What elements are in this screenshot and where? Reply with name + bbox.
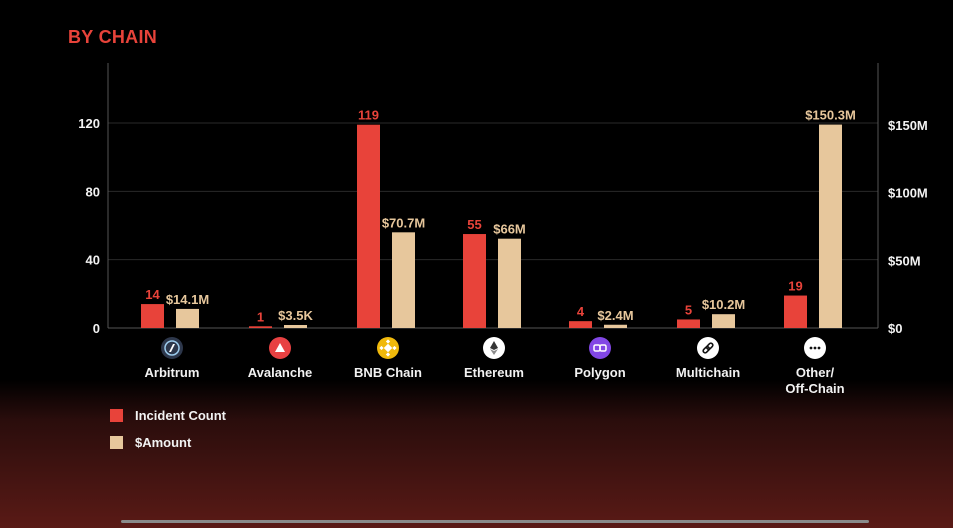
bar-amount[interactable] (498, 238, 521, 328)
right-tick-label: $50M (888, 253, 921, 268)
bar-incident-count[interactable] (784, 295, 807, 328)
avalanche-icon (269, 337, 291, 359)
category-label: Other/ (796, 365, 835, 380)
data-label-amount: $10.2M (702, 297, 745, 312)
bar-incident-count[interactable] (677, 319, 700, 328)
multichain-icon (697, 337, 719, 359)
data-label-amount: $66M (493, 222, 526, 237)
category-label: Arbitrum (145, 365, 200, 380)
data-label-count: 19 (788, 279, 802, 294)
bar-amount[interactable] (284, 325, 307, 328)
left-tick-label: 120 (78, 116, 100, 131)
bar-amount[interactable] (712, 314, 735, 328)
data-label-count: 14 (145, 287, 160, 302)
data-label-count: 55 (467, 217, 481, 232)
right-tick-label: $150M (888, 118, 928, 133)
data-label-amount: $3.5K (278, 308, 313, 323)
polygon-icon (589, 337, 611, 359)
data-label-amount: $14.1M (166, 292, 209, 307)
right-tick-label: $100M (888, 186, 928, 201)
legend-item-incident-count[interactable]: Incident Count (110, 402, 226, 429)
legend-item-amount[interactable]: $Amount (110, 429, 226, 456)
bar-amount[interactable] (819, 124, 842, 329)
legend-swatch-count (110, 409, 123, 422)
data-label-count: 1 (257, 309, 264, 324)
left-tick-label: 40 (86, 253, 100, 268)
category-label: Polygon (574, 365, 625, 380)
legend-label: Incident Count (135, 408, 226, 423)
bar-amount[interactable] (392, 232, 415, 328)
bar-incident-count[interactable] (357, 124, 380, 328)
bar-incident-count[interactable] (463, 234, 486, 328)
category-label: Avalanche (248, 365, 313, 380)
category-label: BNB Chain (354, 365, 422, 380)
legend-label: $Amount (135, 435, 192, 450)
category-label: Ethereum (464, 365, 524, 380)
bar-chart: 0 40 80 120 $0 $50M $100M $150M 14 $14.1M 1 $3.5K 11… (78, 63, 928, 396)
more-icon (804, 337, 826, 359)
legend: Incident Count $Amount (110, 402, 226, 456)
category-label: Off-Chain (785, 381, 844, 396)
ethereum-icon (483, 337, 505, 359)
data-label-count: 5 (685, 302, 692, 317)
data-label-amount: $70.7M (382, 215, 425, 230)
bar-incident-count[interactable] (569, 321, 592, 328)
left-tick-label: 0 (93, 321, 100, 336)
bar-amount[interactable] (176, 308, 199, 328)
right-tick-label: $0 (888, 321, 902, 336)
bar-incident-count[interactable] (141, 304, 164, 328)
bar-amount[interactable] (604, 324, 627, 328)
left-tick-label: 80 (86, 184, 100, 199)
arbitrum-icon (161, 337, 183, 359)
bnb-icon (377, 337, 399, 359)
category-label: Multichain (676, 365, 740, 380)
horizontal-scrollbar[interactable] (121, 520, 869, 523)
bar-incident-count[interactable] (249, 326, 272, 328)
data-label-amount: $2.4M (597, 308, 633, 323)
data-label-amount: $150.3M (805, 108, 856, 123)
chart-title: BY CHAIN (68, 27, 158, 47)
data-label-count: 4 (577, 304, 585, 319)
data-label-count: 119 (358, 108, 379, 123)
legend-swatch-amount (110, 436, 123, 449)
